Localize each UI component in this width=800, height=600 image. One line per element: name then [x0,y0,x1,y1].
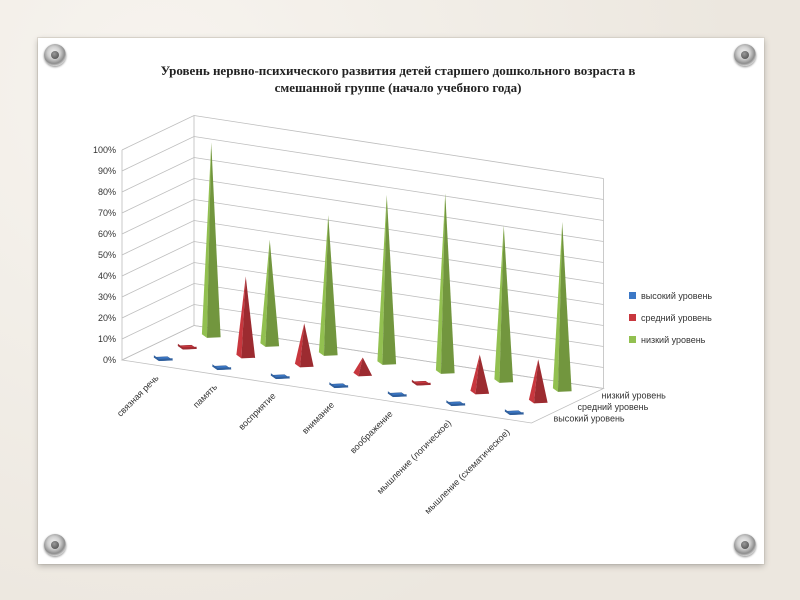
pin-icon [734,44,756,66]
bar-высокий-уровень [445,400,466,407]
bar-face-left [294,323,305,368]
bar-face-right [299,323,314,368]
bar-face-right [475,354,490,395]
y-tick-label: 10% [98,334,116,344]
y-tick-label: 40% [98,271,116,281]
bar-face-right [499,225,514,383]
bar-низкий-уровень [494,225,514,383]
bar-face-left [353,357,363,377]
y-tick-label: 20% [98,313,116,323]
bar-side [411,379,431,386]
bar-низкий-уровень [435,193,455,374]
bar-face-left [494,225,504,383]
bar-face-right [557,221,572,392]
bar-высокий-уровень [504,409,525,416]
bar-средний-уровень [353,357,373,377]
bar-face-right [358,357,373,377]
y-tick-label: 60% [98,229,116,239]
legend-swatch [629,314,636,321]
bar-средний-уровень [236,276,256,359]
y-tick-label: 0% [103,355,116,365]
bar-face-right [206,142,221,338]
chart-subtitle: смешанной группе (начало учебного года) [275,80,522,95]
y-tick-label: 100% [93,145,116,155]
bar-средний-уровень [470,354,490,395]
bar-side [177,343,197,350]
y-tick-label: 70% [98,208,116,218]
y-tick-label: 90% [98,166,116,176]
bar-face-left [528,359,539,404]
bar-face-left [260,239,270,347]
bar-face-right [265,239,280,347]
legend-label: низкий уровень [641,335,706,345]
x-tick-label: память [191,382,219,410]
legend-label: средний уровень [641,313,712,323]
legend-swatch [629,336,636,343]
bar-face-left [236,276,246,359]
bar-низкий-уровень [552,221,572,392]
pin-icon [44,44,66,66]
depth-label: низкий уровень [602,390,667,400]
legend-label: высокий уровень [641,291,712,301]
y-tick-label: 80% [98,187,116,197]
pin-icon [734,534,756,556]
x-tick-label: воображение [348,409,395,456]
bar-face-right [440,193,455,374]
bar-средний-уровень [528,359,548,404]
pin-icon [44,534,66,556]
bar-face-right [533,359,548,404]
bar-низкий-уровень [201,142,221,338]
bar-средний-уровень [411,379,432,386]
bar-side [446,400,466,406]
bar-side [270,373,290,379]
bar-face-left [470,354,480,395]
bar-face-right [382,194,397,365]
bar-face-right [323,215,338,356]
bar-высокий-уровень [270,373,291,380]
bar-face-left [552,221,563,392]
bar-side [212,364,232,370]
x-tick-label: связная речь [115,373,161,419]
bar-side [387,391,407,397]
y-tick-label: 30% [98,292,116,302]
bar-высокий-уровень [211,364,232,371]
bar-face-left [435,193,446,374]
slide-card [38,38,764,564]
y-tick-label: 50% [98,250,116,260]
bar-низкий-уровень [318,215,338,356]
bar-высокий-уровень [153,355,174,362]
bar-side [504,409,524,415]
x-tick-label: восприятие [237,391,278,432]
bar-средний-уровень [294,323,314,368]
chart-title: Уровень нервно-психического развития дет… [161,63,636,78]
bar-face-right [241,276,256,359]
bar-face-left [377,194,387,365]
depth-label: средний уровень [578,402,649,412]
gridline [121,325,604,389]
bar-низкий-уровень [377,194,397,365]
x-tick-label: внимание [300,400,336,436]
legend-swatch [629,292,636,299]
bar-side [153,355,173,361]
bar-высокий-уровень [387,391,408,398]
bar-средний-уровень [177,343,198,350]
x-tick-label: мышление (логическое) [375,418,453,496]
bar-face-left [318,215,329,356]
bar-face-left [201,142,212,338]
bar-side [329,382,349,388]
bar-низкий-уровень [260,239,280,347]
depth-label: высокий уровень [554,413,625,423]
bar-высокий-уровень [328,382,349,389]
